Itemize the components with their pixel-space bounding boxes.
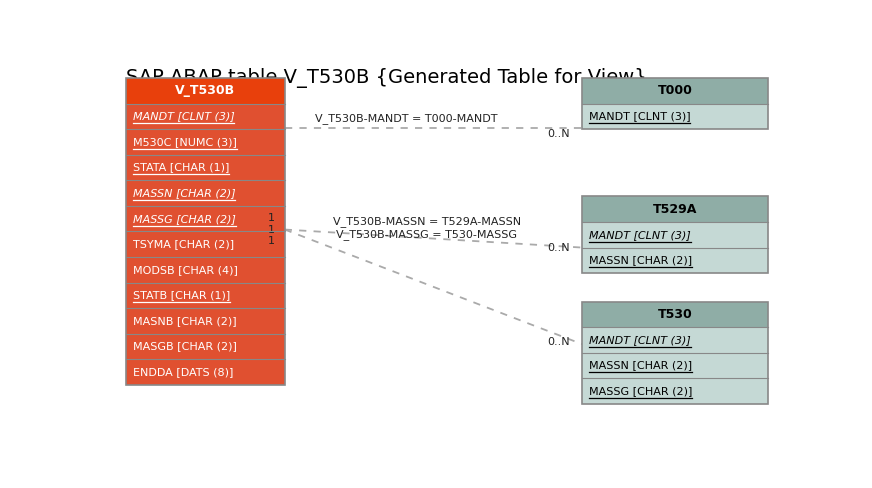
Text: M530C [NUMC (3)]: M530C [NUMC (3)] bbox=[133, 137, 236, 147]
Text: MANDT [CLNT (3)]: MANDT [CLNT (3)] bbox=[589, 335, 691, 345]
FancyBboxPatch shape bbox=[126, 180, 284, 206]
Text: MASNB [CHAR (2)]: MASNB [CHAR (2)] bbox=[133, 316, 236, 326]
Text: MANDT [CLNT (3)]: MANDT [CLNT (3)] bbox=[133, 111, 235, 122]
Text: MASSN [CHAR (2)]: MASSN [CHAR (2)] bbox=[133, 188, 235, 198]
FancyBboxPatch shape bbox=[582, 353, 768, 378]
Text: MASSG [CHAR (2)]: MASSG [CHAR (2)] bbox=[589, 386, 692, 396]
FancyBboxPatch shape bbox=[126, 155, 284, 180]
FancyBboxPatch shape bbox=[126, 257, 284, 283]
FancyBboxPatch shape bbox=[126, 283, 284, 308]
Text: V_T530B-MANDT = T000-MANDT: V_T530B-MANDT = T000-MANDT bbox=[315, 113, 498, 124]
FancyBboxPatch shape bbox=[582, 302, 768, 327]
Text: MASGB [CHAR (2)]: MASGB [CHAR (2)] bbox=[133, 342, 236, 351]
Text: ENDDA [DATS (8)]: ENDDA [DATS (8)] bbox=[133, 367, 233, 377]
FancyBboxPatch shape bbox=[126, 103, 284, 129]
Text: 0..N: 0..N bbox=[547, 337, 569, 347]
Text: STATB [CHAR (1)]: STATB [CHAR (1)] bbox=[133, 290, 230, 300]
FancyBboxPatch shape bbox=[126, 129, 284, 155]
FancyBboxPatch shape bbox=[582, 247, 768, 273]
Text: T529A: T529A bbox=[653, 203, 698, 216]
FancyBboxPatch shape bbox=[126, 359, 284, 385]
FancyBboxPatch shape bbox=[582, 103, 768, 129]
Text: 1: 1 bbox=[268, 236, 275, 246]
Text: MASSG [CHAR (2)]: MASSG [CHAR (2)] bbox=[133, 214, 235, 224]
FancyBboxPatch shape bbox=[582, 327, 768, 353]
Text: SAP ABAP table V_T530B {Generated Table for View}: SAP ABAP table V_T530B {Generated Table … bbox=[126, 68, 647, 88]
FancyBboxPatch shape bbox=[582, 378, 768, 404]
Text: 1: 1 bbox=[268, 224, 275, 235]
Text: 0..N: 0..N bbox=[547, 244, 569, 253]
Text: MODSB [CHAR (4)]: MODSB [CHAR (4)] bbox=[133, 264, 237, 275]
FancyBboxPatch shape bbox=[126, 78, 284, 103]
Text: MANDT [CLNT (3)]: MANDT [CLNT (3)] bbox=[589, 111, 691, 122]
Text: 0..N: 0..N bbox=[547, 129, 569, 139]
FancyBboxPatch shape bbox=[582, 197, 768, 222]
Text: V_T530B-MASSG = T530-MASSG: V_T530B-MASSG = T530-MASSG bbox=[336, 229, 517, 240]
Text: STATA [CHAR (1)]: STATA [CHAR (1)] bbox=[133, 163, 229, 173]
FancyBboxPatch shape bbox=[582, 78, 768, 103]
FancyBboxPatch shape bbox=[582, 222, 768, 247]
Text: TSYMA [CHAR (2)]: TSYMA [CHAR (2)] bbox=[133, 239, 234, 249]
FancyBboxPatch shape bbox=[126, 308, 284, 334]
Text: V_T530B: V_T530B bbox=[175, 84, 235, 98]
Text: T000: T000 bbox=[657, 84, 692, 98]
Text: MASSN [CHAR (2)]: MASSN [CHAR (2)] bbox=[589, 255, 692, 265]
Text: V_T530B-MASSN = T529A-MASSN: V_T530B-MASSN = T529A-MASSN bbox=[332, 217, 521, 227]
Text: MASSN [CHAR (2)]: MASSN [CHAR (2)] bbox=[589, 361, 692, 370]
Text: T530: T530 bbox=[657, 308, 692, 321]
FancyBboxPatch shape bbox=[126, 231, 284, 257]
FancyBboxPatch shape bbox=[126, 334, 284, 359]
FancyBboxPatch shape bbox=[126, 206, 284, 231]
Text: MANDT [CLNT (3)]: MANDT [CLNT (3)] bbox=[589, 230, 691, 240]
Text: 1: 1 bbox=[268, 213, 275, 223]
